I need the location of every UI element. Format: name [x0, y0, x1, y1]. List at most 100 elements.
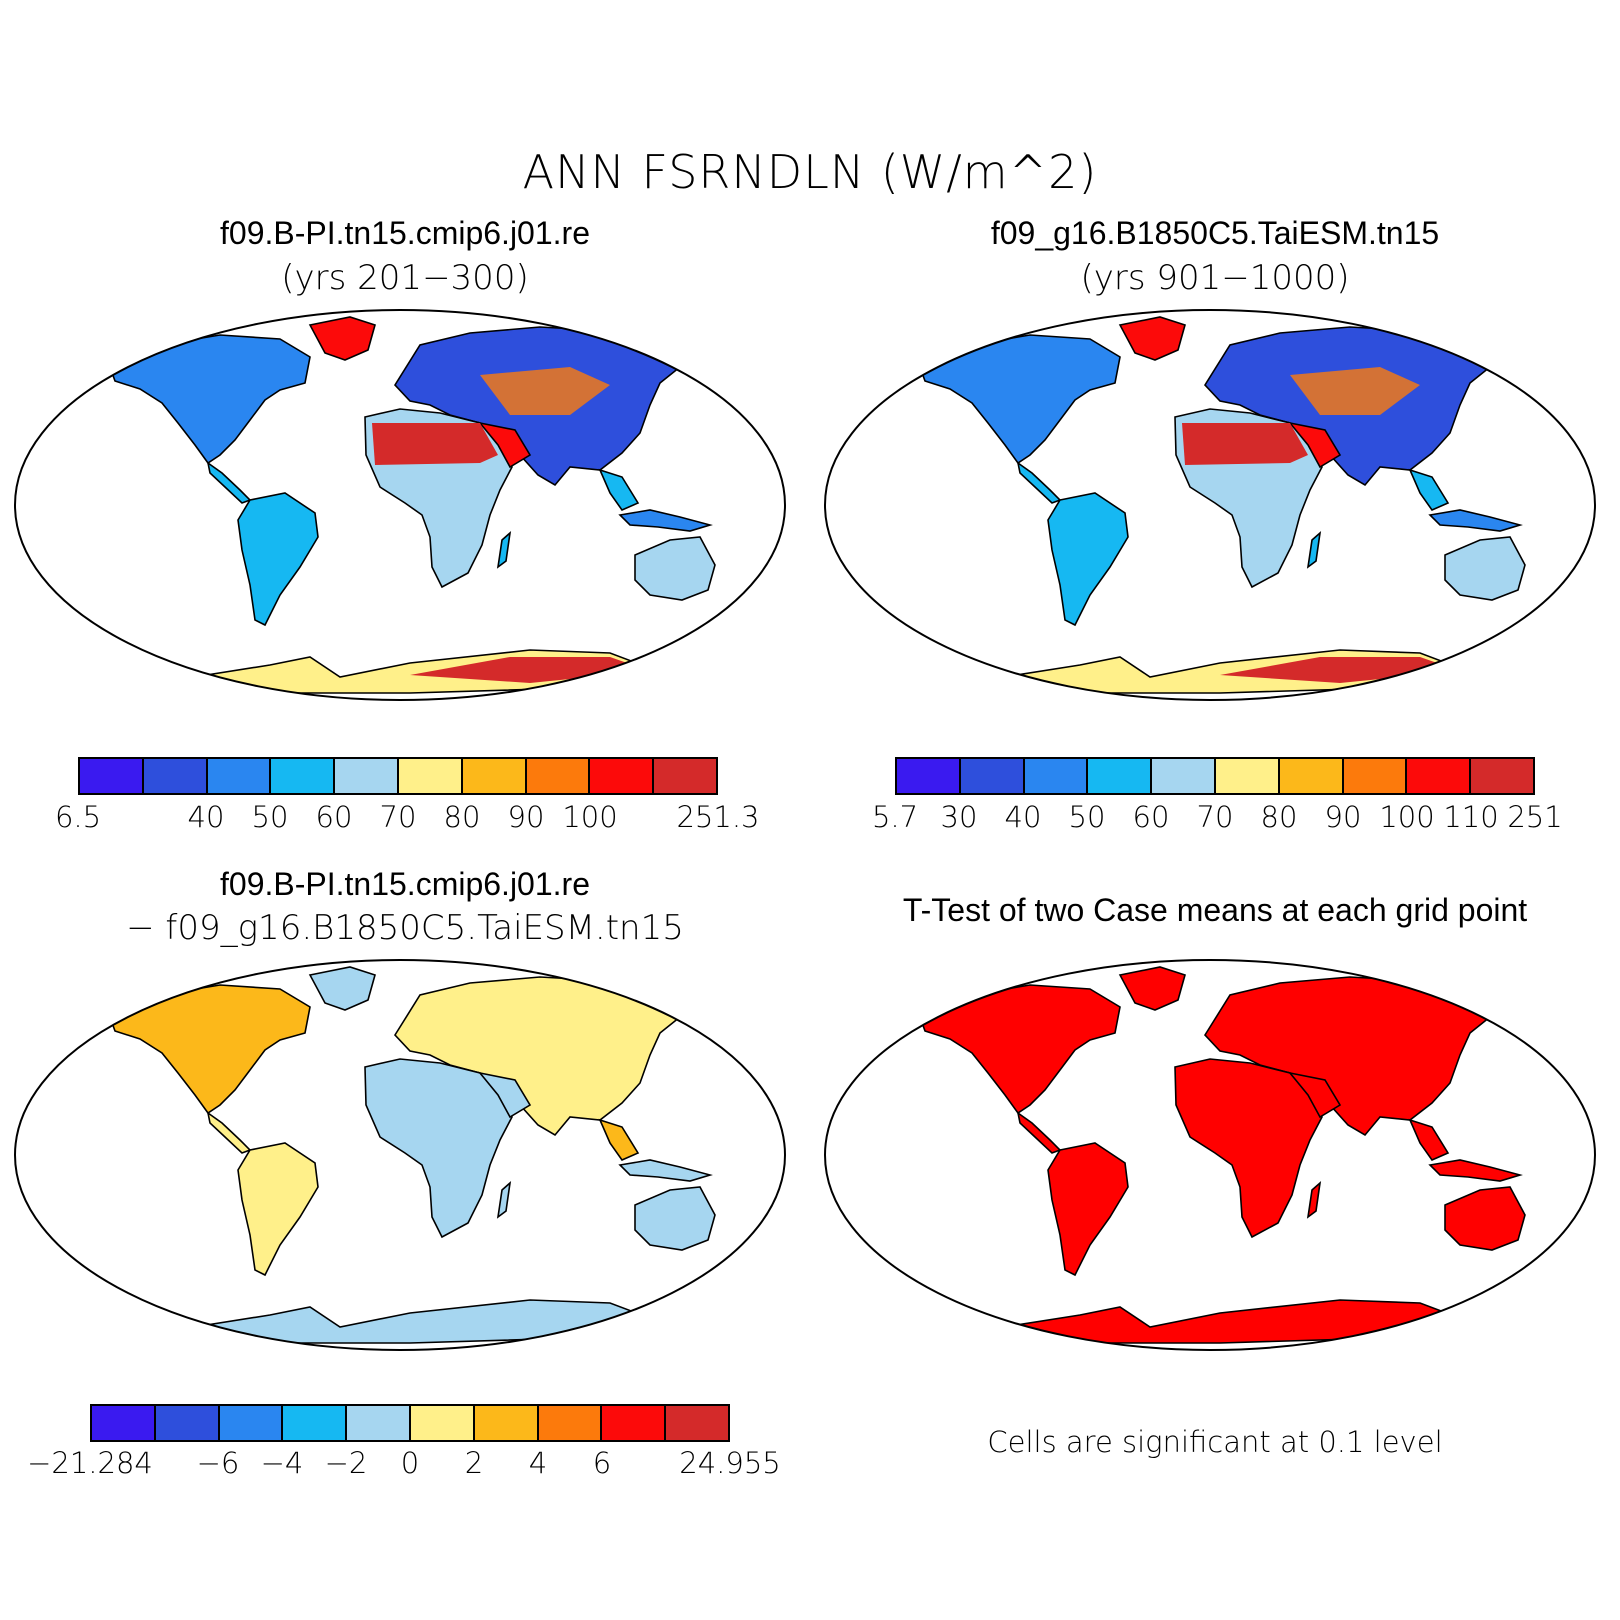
colorbar-1-segment [335, 759, 399, 793]
colorbar-1-segment [526, 759, 591, 793]
colorbar-2-segment [1024, 759, 1089, 793]
world-map [824, 309, 1596, 701]
continent-arabia [477, 421, 532, 469]
continent-greenland [308, 316, 376, 361]
colorbar-2-tick-label: 70 [1196, 800, 1234, 834]
colorbar-3-segment [474, 1406, 539, 1440]
continent-australia [634, 536, 716, 601]
continent-indonesia [1428, 1159, 1523, 1182]
colorbar-3-segment [283, 1406, 348, 1440]
continent-arabia [477, 1071, 532, 1119]
map-border [14, 959, 786, 1351]
continent-central-america [206, 461, 252, 504]
continent-southeast-asia [598, 1118, 640, 1161]
colorbar-1-segment [590, 759, 655, 793]
colorbar-1-segment [654, 759, 716, 793]
continent-antarctica [171, 1299, 658, 1344]
colorbar-3-segment [538, 1406, 603, 1440]
colorbar-1-tick-label: 90 [507, 800, 545, 834]
main-title: ANN FSRNDLN (W/m^2) [522, 145, 1098, 199]
continent-australia [634, 1186, 716, 1251]
colorbar-3-segment [602, 1406, 667, 1440]
panel1-subtitle: (yrs 201−300) [281, 258, 529, 298]
colorbar-3-tick-label: −2 [324, 1446, 368, 1480]
continent-australia [1444, 536, 1526, 601]
continent-greenland [1118, 966, 1186, 1011]
panel3-subtitle: − f09_g16.B1850C5.TaiESM.tn15 [126, 908, 684, 948]
colorbar-3-segment [410, 1406, 475, 1440]
continent-indonesia [618, 1159, 713, 1182]
continent-indonesia [1428, 509, 1523, 532]
panel2-title: f09_g16.B1850C5.TaiESM.tn15 [990, 215, 1440, 251]
continent-madagascar [1306, 530, 1322, 569]
colorbar-3-tick-label: −4 [260, 1446, 304, 1480]
colorbar-1-tick-label: 251.3 [676, 800, 760, 834]
continent-central-america [206, 1111, 252, 1154]
continent-indonesia [618, 509, 713, 532]
continent-north-america [108, 334, 311, 465]
continent-north-america [918, 984, 1121, 1115]
continent-southeast-asia [1408, 1118, 1450, 1161]
continent-arabia [1287, 421, 1342, 469]
colorbar-2-tick-label: 40 [1004, 800, 1042, 834]
map-panel-3 [10, 955, 790, 1355]
continent-south-america [1047, 492, 1129, 627]
colorbar-1-tick-label: 40 [187, 800, 225, 834]
continent-antarctica [981, 1299, 1468, 1344]
map-panel-1 [10, 305, 790, 705]
colorbar-3-tick-label: 0 [400, 1446, 420, 1480]
colorbar-3-segment [219, 1406, 284, 1440]
colorbar-2-tick-label: 110 [1443, 800, 1499, 834]
colorbar-2 [895, 757, 1535, 795]
map-border [14, 309, 786, 701]
colorbar-2-tick-label: 100 [1379, 800, 1435, 834]
continent-south-america [237, 1142, 319, 1277]
colorbar-1-ticks: 6.5 40 50 60 70 80 90 100 251.3 [55, 800, 760, 840]
continent-central-america [1016, 461, 1062, 504]
colorbar-3-ticks: −21.284 −6 −4 −2 0 2 4 6 24.955 [27, 1446, 781, 1486]
colorbar-2-segment [1407, 759, 1472, 793]
colorbar-1-tick-label: 100 [562, 800, 618, 834]
colorbar-3-tick-label: 2 [464, 1446, 484, 1480]
colorbar-3-tick-label: −6 [196, 1446, 240, 1480]
colorbar-2-segment [1152, 759, 1216, 793]
continent-south-america [1047, 1142, 1129, 1277]
continent-north-america [108, 984, 311, 1115]
colorbar-1-tick-label: 70 [379, 800, 417, 834]
map-border [824, 309, 1596, 701]
panel4-title: T-Test of two Case means at each grid po… [902, 892, 1528, 928]
colorbar-2-tick-label: 251 [1507, 800, 1563, 834]
colorbar-2-segment [1343, 759, 1408, 793]
colorbar-2-tick-label: 90 [1324, 800, 1362, 834]
colorbar-2-segment [1215, 759, 1280, 793]
colorbar-2-segment [960, 759, 1025, 793]
continent-arabia [1287, 1071, 1342, 1119]
colorbar-1-tick-label: 50 [251, 800, 289, 834]
sahara-band [1182, 423, 1308, 465]
continent-australia [1444, 1186, 1526, 1251]
colorbar-1-segment [462, 759, 527, 793]
colorbar-3-segment [155, 1406, 220, 1440]
colorbar-1-segment [207, 759, 272, 793]
world-map [14, 959, 786, 1351]
ttest-note: Cells are significant at 0.1 level [987, 1425, 1443, 1459]
central-asia-band [1290, 367, 1420, 415]
colorbar-2-tick-label: 5.7 [871, 800, 919, 834]
colorbar-2-tick-label: 60 [1132, 800, 1170, 834]
map-panel-4 [820, 955, 1600, 1355]
colorbar-3 [90, 1404, 730, 1442]
continent-greenland [308, 966, 376, 1011]
central-asia-band [480, 367, 610, 415]
continent-greenland [1118, 316, 1186, 361]
colorbar-1-tick-label: 60 [315, 800, 353, 834]
map-panel-2 [820, 305, 1600, 705]
continent-madagascar [496, 530, 512, 569]
continent-africa [364, 1058, 513, 1239]
colorbar-2-tick-label: 50 [1068, 800, 1106, 834]
colorbar-1-tick-label: 6.5 [54, 800, 102, 834]
colorbar-3-segment [666, 1406, 728, 1440]
colorbar-1-segment [143, 759, 208, 793]
continent-madagascar [1306, 1180, 1322, 1219]
panel1-title: f09.B-PI.tn15.cmip6.j01.re [220, 215, 590, 251]
colorbar-2-tick-label: 30 [940, 800, 978, 834]
